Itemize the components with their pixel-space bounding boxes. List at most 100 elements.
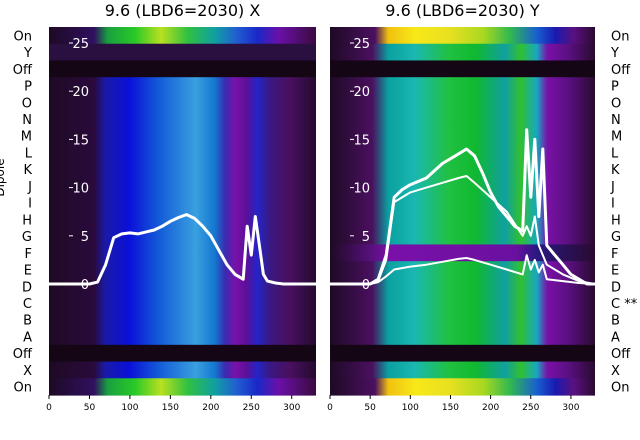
x-tick-label: 200 — [202, 403, 219, 413]
dipole-label: On — [14, 381, 32, 396]
heatmap-row — [330, 277, 595, 296]
heatmap-row — [330, 294, 595, 312]
dipole-label: C — [23, 297, 32, 312]
y-tick-label: 20 — [353, 85, 370, 100]
dipole-label: Off — [13, 347, 33, 362]
heatmap-row — [49, 43, 316, 62]
heatmap-row — [330, 344, 595, 363]
heatmap-row — [49, 244, 316, 262]
y-tick-label: 0 — [81, 278, 89, 293]
heatmap-row — [49, 378, 316, 396]
heatmap-row — [330, 311, 595, 329]
heatmap-panel-x — [49, 27, 316, 396]
dipole-label: P — [24, 80, 32, 95]
heatmap-row — [49, 311, 316, 329]
heatmap-row — [330, 60, 595, 78]
heatmap-row — [330, 43, 595, 62]
x-tick-label: 250 — [522, 403, 539, 413]
dipole-label: M — [611, 130, 622, 145]
x-tick-label: 100 — [402, 403, 419, 413]
dipole-label: O — [611, 96, 621, 111]
dipole-label: M — [21, 130, 32, 145]
heatmap-row — [49, 361, 316, 379]
dipole-label: D — [22, 280, 32, 295]
series-line — [49, 213, 316, 286]
dipole-label: Off — [611, 63, 631, 78]
heatmap-row — [330, 160, 595, 179]
heatmap-row — [49, 211, 316, 229]
dipole-label: E — [611, 264, 619, 279]
series-line — [330, 254, 596, 285]
x-tick-label: 0 — [327, 403, 333, 413]
heatmap-row — [49, 93, 316, 112]
dipole-label: P — [611, 80, 619, 95]
heatmap-row — [49, 27, 316, 45]
dipole-label: On — [611, 29, 629, 44]
dipole-label: On — [14, 29, 32, 44]
dipole-label: G — [611, 230, 621, 245]
heatmap-row — [330, 361, 595, 379]
heatmap-row — [330, 110, 595, 128]
dipole-label: Off — [13, 63, 33, 78]
y-tick-label: 25 — [72, 37, 89, 52]
dipole-label: F — [25, 247, 32, 262]
y-tick-label: 15 — [72, 133, 89, 148]
heatmap-row — [49, 160, 316, 179]
x-tick-label: 50 — [364, 403, 376, 413]
dipole-label: K — [23, 163, 32, 178]
y-tick-label: 10 — [72, 182, 89, 197]
x-tick-label: 150 — [442, 403, 459, 413]
dipole-label: N — [611, 113, 621, 128]
heatmap-row — [330, 211, 595, 229]
heatmap-row — [330, 77, 595, 95]
chart-title: 9.6 (LBD6=2030) Y — [385, 1, 540, 20]
heatmap-row — [49, 77, 316, 95]
dipole-label: On — [611, 381, 629, 396]
heatmap-row — [330, 378, 595, 396]
dipole-label: G — [22, 230, 32, 245]
dipole-label: L — [25, 147, 33, 162]
y-tick-label: 5 — [81, 230, 89, 245]
heatmap-row — [49, 127, 316, 145]
dipole-label: D — [611, 280, 621, 295]
heatmap-row — [49, 177, 316, 195]
heatmap-row — [49, 277, 316, 296]
dipole-label: E — [24, 264, 32, 279]
series-line — [330, 175, 596, 285]
heatmap-row — [330, 93, 595, 112]
dipole-label: L — [611, 147, 619, 162]
dipole-label: J — [610, 180, 615, 195]
dipole-label: J — [27, 180, 32, 195]
x-tick-label: 50 — [84, 403, 96, 413]
dipole-label: O — [22, 96, 32, 111]
y-axis-label: Dipole — [0, 158, 7, 196]
dipole-label: X — [23, 364, 32, 379]
x-tick-label: 100 — [121, 403, 138, 413]
heatmap-row — [49, 328, 316, 346]
dipole-label: X — [611, 364, 620, 379]
heatmap-row — [49, 227, 316, 246]
y-tick-label: 10 — [353, 182, 370, 197]
x-tick-label: 150 — [162, 403, 179, 413]
dipole-label: A — [23, 331, 32, 346]
y-tick-label: 25 — [353, 37, 370, 52]
dipole-label: B — [23, 314, 32, 329]
y-tick-label: 20 — [72, 85, 89, 100]
dipole-label: F — [611, 247, 618, 262]
dipole-label: Y — [23, 46, 32, 61]
chart-title: 9.6 (LBD6=2030) X — [105, 1, 261, 20]
heatmap-row — [330, 27, 595, 45]
y-tick-label: 0 — [362, 278, 370, 293]
heatmap-row — [49, 261, 316, 279]
x-tick-label: 300 — [562, 403, 579, 413]
dipole-label: Y — [610, 46, 619, 61]
y-tick-label: 5 — [362, 230, 370, 245]
heatmap-row — [49, 294, 316, 312]
heatmap-row — [330, 194, 595, 212]
dipole-label: K — [611, 163, 620, 178]
x-tick-label: 250 — [243, 403, 260, 413]
x-tick-label: 0 — [46, 403, 52, 413]
series-line — [330, 128, 595, 286]
x-tick-label: 300 — [283, 403, 300, 413]
